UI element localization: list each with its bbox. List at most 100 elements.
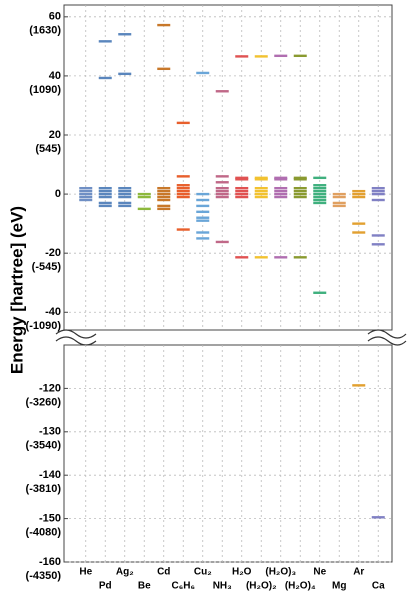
x-tick-label: Cu₂ bbox=[194, 567, 212, 578]
energy-level bbox=[98, 189, 112, 193]
energy-level bbox=[137, 192, 151, 196]
energy-level bbox=[79, 198, 93, 202]
break-gap-right bbox=[360, 331, 407, 344]
energy-level bbox=[293, 54, 307, 58]
energy-level bbox=[196, 198, 210, 202]
energy-level bbox=[157, 195, 171, 199]
energy-level bbox=[79, 195, 93, 199]
energy-level bbox=[254, 176, 268, 180]
energy-level bbox=[274, 192, 288, 196]
energy-level bbox=[157, 192, 171, 196]
energy-level bbox=[157, 189, 171, 193]
x-tick-label: Ca bbox=[372, 581, 385, 592]
energy-level bbox=[371, 192, 385, 196]
energy-level bbox=[176, 195, 190, 199]
x-tick-label: Ne bbox=[313, 567, 326, 578]
x-tick-label: Ag₂ bbox=[116, 567, 134, 578]
energy-level bbox=[98, 195, 112, 199]
y-tick-label: -150 bbox=[39, 513, 61, 525]
energy-level bbox=[98, 204, 112, 208]
energy-level bbox=[157, 23, 171, 27]
energy-level bbox=[313, 184, 327, 187]
energy-level bbox=[254, 256, 268, 259]
energy-level bbox=[157, 204, 171, 208]
energy-level bbox=[98, 201, 112, 205]
x-tick-label: H₂O bbox=[232, 567, 252, 578]
energy-level bbox=[98, 40, 112, 43]
energy-level bbox=[176, 184, 190, 187]
energy-level bbox=[98, 192, 112, 196]
energy-level bbox=[98, 76, 112, 80]
energy-level bbox=[235, 55, 249, 58]
energy-level bbox=[274, 186, 288, 190]
energy-level bbox=[371, 189, 385, 193]
energy-level bbox=[137, 207, 151, 211]
energy-level bbox=[235, 189, 249, 193]
energy-level bbox=[371, 198, 385, 202]
energy-level bbox=[176, 121, 190, 125]
energy-level bbox=[254, 186, 268, 190]
energy-level bbox=[293, 256, 307, 259]
x-tick-label: Cd bbox=[157, 567, 170, 578]
y-tick-label: 20 bbox=[49, 129, 61, 141]
energy-level bbox=[293, 186, 307, 190]
energy-level bbox=[215, 175, 229, 178]
y-tick-label: 0 bbox=[55, 188, 61, 200]
energy-level bbox=[313, 189, 327, 193]
y-tick-ev-label: (-3540) bbox=[26, 440, 62, 452]
break-mark bbox=[55, 329, 97, 339]
energy-level bbox=[196, 204, 210, 208]
energy-level bbox=[215, 189, 229, 193]
energy-level bbox=[313, 291, 327, 294]
energy-level bbox=[196, 71, 210, 75]
y-tick-ev-label: (-3260) bbox=[26, 396, 62, 408]
energy-level bbox=[215, 181, 229, 184]
energy-level bbox=[196, 219, 210, 222]
energy-level bbox=[196, 210, 210, 214]
energy-level bbox=[352, 195, 366, 199]
energy-level bbox=[254, 195, 268, 199]
x-tick-label: C₆H₆ bbox=[171, 581, 195, 592]
y-tick-label: 40 bbox=[49, 70, 61, 82]
energy-level bbox=[371, 234, 385, 237]
y-tick-ev-label: (-3810) bbox=[26, 483, 62, 495]
energy-level bbox=[274, 176, 288, 180]
y-tick-label: -130 bbox=[39, 426, 61, 438]
energy-level bbox=[157, 67, 171, 71]
energy-level bbox=[332, 201, 346, 205]
energy-level bbox=[79, 186, 93, 190]
energy-level bbox=[118, 201, 132, 205]
energy-level bbox=[176, 186, 190, 190]
x-tick-label: Mg bbox=[332, 581, 346, 592]
energy-level bbox=[176, 189, 190, 193]
energy-level bbox=[235, 192, 249, 196]
upper-frame bbox=[63, 4, 393, 331]
x-tick-label: (H₂O)₃ bbox=[265, 567, 296, 578]
energy-level bbox=[352, 189, 366, 193]
y-tick-ev-label: (545) bbox=[35, 143, 61, 155]
y-tick-label: -120 bbox=[39, 382, 61, 394]
break-mark bbox=[367, 336, 407, 346]
energy-level bbox=[352, 231, 366, 234]
energy-level bbox=[235, 186, 249, 190]
y-tick-label: -40 bbox=[45, 306, 61, 318]
y-tick-ev-label: (-1090) bbox=[26, 320, 62, 332]
y-tick-ev-label: (-4080) bbox=[26, 527, 62, 539]
energy-level bbox=[371, 243, 385, 246]
energy-level bbox=[293, 176, 307, 180]
x-tick-label: Pd bbox=[99, 581, 112, 592]
energy-level bbox=[118, 192, 132, 196]
energy-level bbox=[274, 195, 288, 199]
energy-level bbox=[118, 33, 132, 36]
energy-level bbox=[274, 54, 288, 58]
break-mark bbox=[367, 329, 407, 339]
energy-level bbox=[118, 204, 132, 208]
energy-level bbox=[215, 186, 229, 190]
energy-level bbox=[98, 186, 112, 190]
break-mark bbox=[55, 336, 97, 346]
y-tick-ev-label: (-4350) bbox=[26, 570, 62, 582]
energy-level bbox=[274, 189, 288, 193]
x-tick-label: Be bbox=[138, 581, 151, 592]
y-tick-label: 60 bbox=[49, 11, 61, 23]
energy-level bbox=[332, 192, 346, 196]
